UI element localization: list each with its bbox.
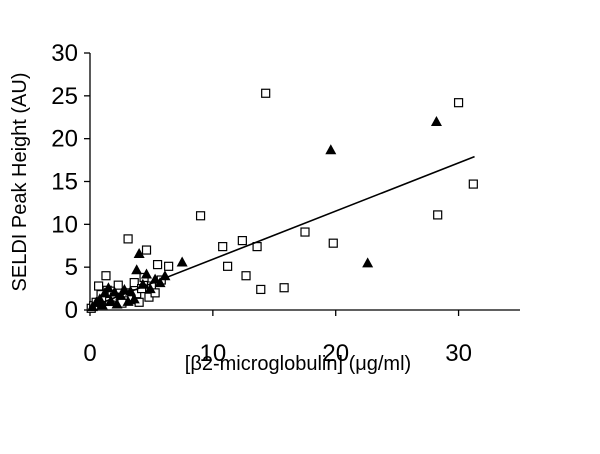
data-point-square bbox=[218, 242, 228, 252]
y-axis-title: SELDI Peak Height (AU) bbox=[9, 73, 31, 292]
data-point-square bbox=[241, 271, 251, 281]
data-point-square bbox=[101, 271, 111, 281]
data-point-square bbox=[164, 261, 174, 271]
data-point-square bbox=[468, 179, 478, 189]
x-tick-label: 20 bbox=[322, 340, 349, 367]
data-point-square bbox=[223, 261, 233, 271]
data-point-triangle bbox=[362, 257, 374, 268]
data-point-triangle bbox=[128, 293, 140, 304]
data-point-triangle bbox=[325, 144, 337, 155]
data-point-triangle bbox=[111, 298, 123, 309]
y-tick-label: 10 bbox=[51, 211, 78, 238]
y-tick-label: 25 bbox=[51, 83, 78, 110]
x-tick-label: 0 bbox=[83, 340, 96, 367]
data-point-triangle bbox=[176, 256, 188, 267]
y-tick-label: 30 bbox=[51, 40, 78, 67]
data-point-triangle bbox=[109, 286, 121, 297]
data-point-square bbox=[113, 280, 123, 290]
data-point-triangle bbox=[154, 277, 166, 288]
data-point-square bbox=[195, 211, 206, 221]
data-point-square bbox=[237, 236, 247, 246]
data-point-triangle bbox=[133, 247, 145, 258]
data-point-triangle bbox=[430, 116, 442, 127]
data-point-triangle bbox=[144, 283, 156, 294]
data-point-square bbox=[279, 283, 289, 293]
y-tick-label: 15 bbox=[51, 169, 78, 196]
data-point-square bbox=[93, 281, 104, 291]
data-point-square bbox=[261, 88, 271, 98]
data-point-square bbox=[141, 245, 152, 255]
data-point-triangle bbox=[141, 268, 153, 279]
data-point-square bbox=[328, 238, 338, 248]
x-tick-label: 10 bbox=[200, 340, 227, 367]
data-point-square bbox=[453, 98, 464, 108]
data-point-triangle bbox=[99, 287, 111, 298]
data-point-square bbox=[300, 227, 310, 237]
data-point-square bbox=[433, 210, 443, 220]
y-axis-ticks: 0 5 10 15 20 25 30 bbox=[51, 40, 90, 324]
trendline bbox=[89, 155, 475, 309]
y-tick-label: 20 bbox=[51, 126, 78, 153]
data-point-square bbox=[152, 259, 163, 270]
data-point-triangle bbox=[102, 282, 114, 293]
x-tick-label: 30 bbox=[445, 340, 472, 367]
x-axis-ticks: 0 10 20 30 bbox=[83, 310, 472, 367]
y-tick-label: 5 bbox=[65, 254, 78, 281]
axes bbox=[89, 53, 520, 311]
x-axis-title: [β2-microglobulin] (μg/ml) bbox=[185, 353, 411, 375]
data-point-triangle bbox=[122, 295, 134, 306]
y-tick-label: 0 bbox=[65, 297, 78, 324]
data-point-triangle bbox=[118, 283, 130, 294]
data-points bbox=[86, 88, 478, 313]
data-point-triangle bbox=[96, 299, 108, 310]
data-point-square bbox=[256, 284, 266, 295]
data-point-square bbox=[129, 277, 139, 288]
data-point-triangle bbox=[131, 264, 143, 275]
data-point-square bbox=[123, 234, 133, 244]
